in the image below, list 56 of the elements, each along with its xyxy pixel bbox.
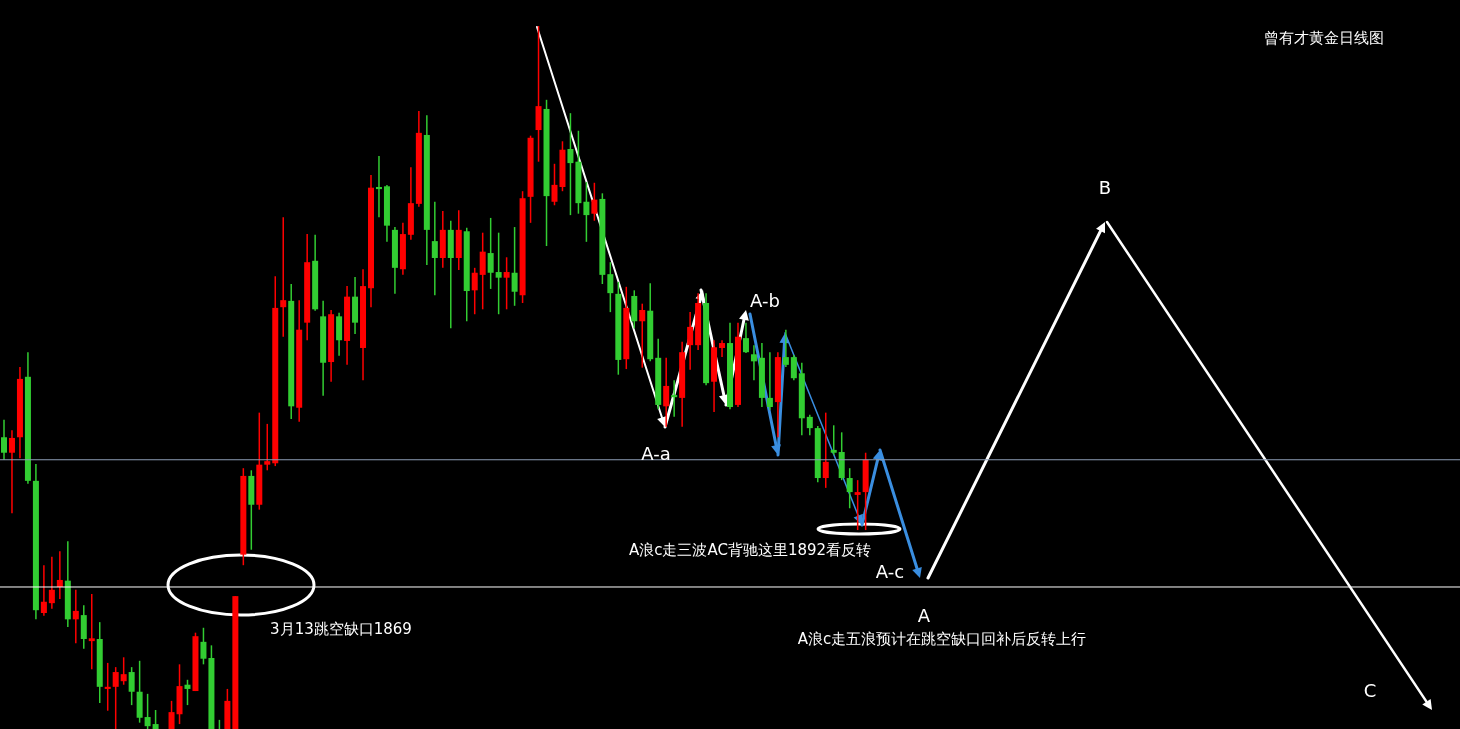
candlestick	[168, 700, 175, 729]
candlestick	[830, 424, 837, 456]
annotation: A浪c走三波AC背驰这里1892看反转	[628, 540, 872, 560]
candlestick	[375, 155, 382, 218]
annotation: A-c	[875, 560, 905, 582]
candlestick	[48, 556, 55, 610]
candlestick	[336, 312, 343, 357]
candlestick	[104, 662, 111, 712]
candlestick	[742, 321, 749, 354]
candlestick	[822, 411, 829, 489]
annotation: A-b	[750, 289, 780, 311]
candlestick	[152, 709, 159, 729]
candlestick	[639, 302, 646, 369]
candlestick	[766, 351, 773, 411]
candlestick	[846, 467, 853, 510]
candlestick	[567, 112, 574, 216]
candlestick	[551, 163, 558, 207]
candlestick	[663, 357, 670, 428]
candlestick	[511, 226, 518, 307]
candlestick	[487, 217, 494, 290]
candlestick	[479, 231, 486, 311]
candlestick	[280, 216, 287, 338]
candlestick	[671, 379, 678, 418]
candlestick	[120, 656, 127, 686]
candlestick	[264, 423, 271, 472]
annotation: B	[1098, 176, 1112, 198]
candlestick	[806, 414, 813, 436]
candlestick	[687, 311, 694, 371]
chart-title: 曾有才黄金日线图	[1264, 29, 1384, 48]
candlestick	[72, 589, 79, 644]
candlestick	[128, 666, 135, 706]
candlestick	[750, 344, 757, 382]
candlestick	[495, 231, 502, 315]
candlestick	[591, 182, 598, 222]
candlestick	[88, 593, 95, 670]
candlestick	[112, 666, 119, 729]
candlestick	[184, 679, 191, 706]
candlestick	[607, 261, 614, 313]
annotation: 3月13跳空缺口1869	[270, 619, 412, 639]
candlestick	[535, 26, 542, 163]
candlestick	[431, 201, 438, 296]
annotation: A	[917, 604, 931, 626]
annotation: A-a	[641, 442, 671, 464]
candlestick	[8, 429, 15, 514]
candlestick	[40, 564, 47, 617]
annotation: A浪c走五浪预计在跳空缺口回补后反转上行	[797, 629, 1087, 649]
annotation: C	[1363, 679, 1377, 701]
candlestick	[80, 604, 87, 650]
candlestick	[790, 354, 797, 382]
candlestick	[719, 339, 726, 358]
candlestick	[1, 418, 7, 461]
candlestick	[200, 627, 207, 666]
candlestick	[583, 181, 590, 243]
candlestick	[503, 256, 510, 311]
candlestick	[471, 267, 478, 315]
candlestick	[144, 693, 151, 729]
